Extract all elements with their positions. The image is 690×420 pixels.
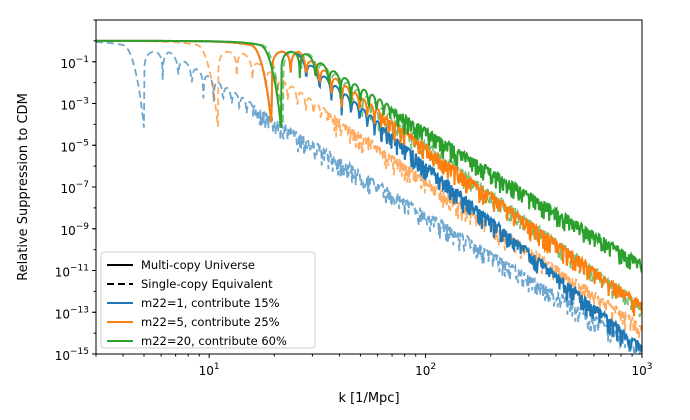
x-tick-label: 101 [199,362,220,378]
x-tick-label: 102 [415,362,436,378]
y-axis-label: Relative Suppression to CDM [16,93,31,281]
series-line-single-copy [96,40,642,339]
legend: Multi-copy Universe Single-copy Equivalen… [100,251,316,349]
legend-label: Multi-copy Universe [141,258,255,272]
legend-label: m22=20, contribute 60% [141,334,287,348]
y-tick-label: 10−9 [60,222,89,238]
y-tick-label: 10−3 [60,97,89,113]
legend-label: m22=5, contribute 25% [141,315,280,329]
x-axis-label: k [1/Mpc] [338,391,399,406]
series-layer [96,39,642,354]
legend-box [100,251,316,349]
y-tick-label: 10−7 [60,180,89,196]
ticks-layer: 101 102 103 10−1 10−3 10−5 10−7 10−9 10−11 10−13 1… [55,19,653,378]
y-tick-label: 10−5 [60,138,89,154]
x-tick-label: 103 [631,362,652,378]
series-line-single-copy [96,41,642,354]
y-tick-label: 10−1 [60,55,89,71]
y-tick-label: 10−15 [55,347,89,363]
legend-label: Single-copy Equivalent [141,277,273,291]
legend-label: m22=1, contribute 15% [141,296,280,310]
series-line-multi-copy [96,39,642,274]
y-tick-label: 10−11 [55,264,89,280]
y-tick-label: 10−13 [55,305,89,321]
